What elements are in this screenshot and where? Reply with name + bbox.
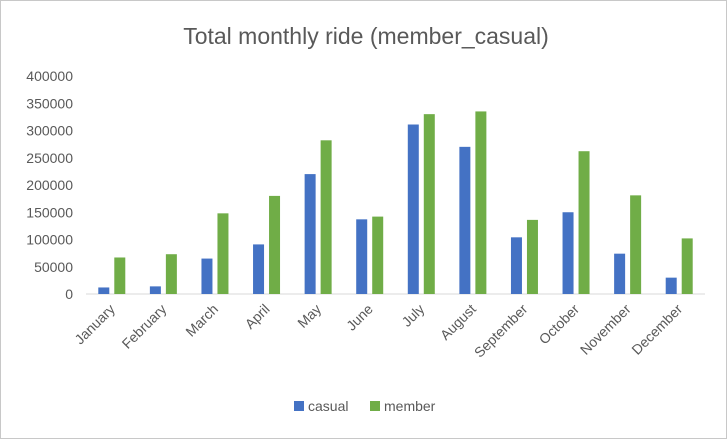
bar-casual-september: [510, 237, 522, 294]
y-tick-label: 150000: [26, 204, 73, 220]
bar-member-september: [526, 219, 538, 294]
bar-member-july: [423, 114, 435, 295]
legend: casual member: [294, 398, 436, 414]
y-tick-label: 400000: [26, 68, 73, 84]
bar-casual-december: [665, 277, 677, 294]
y-tick-label: 50000: [34, 259, 73, 275]
legend-swatch-casual: [294, 401, 304, 411]
y-tick-label: 100000: [26, 232, 73, 248]
bar-casual-october: [562, 212, 574, 294]
bar-member-january: [114, 257, 126, 294]
bar-member-october: [578, 151, 590, 294]
y-tick-label: 200000: [26, 177, 73, 193]
legend-swatch-member: [370, 401, 380, 411]
legend-label-casual: casual: [308, 398, 348, 414]
bar-casual-may: [304, 174, 316, 294]
bar-casual-june: [356, 219, 368, 294]
bar-member-june: [372, 216, 384, 294]
y-tick-label: 250000: [26, 150, 73, 166]
bar-member-may: [320, 140, 332, 294]
bar-member-february: [165, 254, 177, 294]
bar-member-november: [630, 195, 642, 294]
bar-casual-july: [407, 124, 419, 294]
bar-member-april: [269, 195, 281, 294]
bar-casual-november: [614, 253, 626, 294]
bars-group: [98, 111, 693, 295]
bar-casual-april: [253, 244, 265, 294]
bar-casual-january: [98, 287, 110, 294]
bar-member-march: [217, 213, 229, 294]
bar-casual-february: [149, 286, 161, 294]
y-tick-label: 300000: [26, 123, 73, 139]
bar-casual-august: [459, 146, 471, 294]
bar-member-august: [475, 111, 487, 294]
y-tick-label: 0: [65, 286, 73, 302]
y-tick-label: 350000: [26, 95, 73, 111]
legend-label-member: member: [384, 398, 436, 414]
bar-member-december: [681, 238, 693, 294]
bar-casual-march: [201, 258, 213, 294]
chart-title: Total monthly ride (member_casual): [183, 23, 549, 49]
y-axis: 0 50000 100000 150000 200000 250000 300000 3500…: [26, 68, 73, 302]
